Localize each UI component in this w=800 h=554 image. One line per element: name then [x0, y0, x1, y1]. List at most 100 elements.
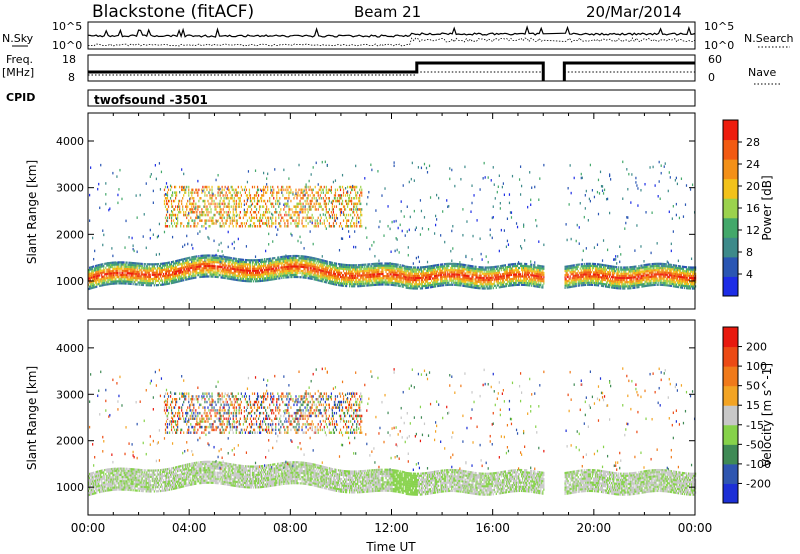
power-cell — [271, 189, 272, 192]
power-cell — [300, 203, 301, 206]
power-cell — [156, 253, 157, 256]
power-cell — [286, 214, 287, 217]
power-cell — [395, 269, 396, 271]
power-cell — [213, 240, 214, 243]
power-cell — [225, 194, 226, 197]
power-cell — [259, 272, 260, 274]
power-cell — [237, 222, 238, 225]
power-cell — [308, 267, 309, 269]
power-cell — [314, 194, 315, 197]
power-cell — [135, 281, 136, 283]
power-cell — [239, 273, 240, 275]
power-cell — [345, 208, 346, 211]
power-cell — [342, 203, 343, 206]
power-cell — [235, 264, 236, 266]
power-cell — [175, 197, 176, 200]
power-cell — [315, 219, 316, 222]
power-cell — [266, 191, 267, 194]
power-cell — [318, 183, 319, 186]
power-cell — [207, 208, 208, 211]
power-cell — [452, 225, 453, 228]
power-cell — [290, 191, 291, 194]
power-cell — [360, 211, 361, 214]
power-cell — [332, 262, 333, 264]
power-cell — [199, 230, 200, 233]
power-cell — [167, 264, 168, 266]
power-cell — [169, 200, 170, 203]
power-cell — [165, 222, 166, 225]
power-cell — [459, 274, 460, 276]
power-cell — [368, 191, 369, 194]
power-cell — [201, 219, 202, 222]
power-cell — [251, 280, 252, 282]
power-cell — [146, 278, 147, 280]
power-cell — [259, 263, 260, 265]
power-cell — [354, 285, 355, 287]
power-cell — [170, 276, 171, 278]
power-cell — [214, 194, 215, 197]
power-cell — [188, 272, 189, 274]
power-cell — [301, 189, 302, 192]
power-cell — [375, 209, 376, 212]
power-cell — [212, 219, 213, 222]
power-cell — [418, 266, 419, 268]
power-cell — [167, 210, 168, 213]
power-cell — [96, 286, 97, 288]
power-cell — [212, 203, 213, 206]
power-cell — [145, 263, 146, 265]
power-cell — [298, 259, 299, 261]
power-cell — [137, 269, 138, 271]
power-cell — [220, 200, 221, 203]
power-cell — [311, 273, 312, 275]
power-cell — [210, 211, 211, 214]
power-cell — [164, 203, 165, 206]
power-cell — [229, 208, 230, 211]
power-cell — [419, 271, 420, 273]
power-cell — [302, 197, 303, 200]
power-cell — [262, 217, 263, 220]
power-cell — [264, 189, 265, 192]
power-cell — [240, 275, 241, 277]
power-cell — [354, 230, 355, 233]
power-cell — [451, 277, 452, 279]
power-cell — [409, 229, 410, 232]
power-cell — [311, 203, 312, 206]
power-cell — [397, 266, 398, 268]
power-cell — [411, 178, 412, 181]
power-cell — [198, 200, 199, 203]
power-cell — [198, 274, 199, 276]
power-cell — [302, 211, 303, 214]
power-cell — [341, 208, 342, 211]
power-cell — [306, 183, 307, 186]
power-cell — [266, 260, 267, 262]
power-cell — [347, 283, 348, 285]
power-cell — [336, 205, 337, 208]
power-cell — [381, 262, 382, 264]
power-cell — [308, 222, 309, 225]
power-cell — [196, 189, 197, 192]
power-cell — [172, 205, 173, 208]
power-cell — [394, 276, 395, 278]
power-cell — [230, 219, 231, 222]
power-cell — [228, 267, 229, 269]
power-cell — [338, 276, 339, 278]
power-cell — [437, 277, 438, 279]
power-cell — [303, 247, 304, 250]
power-cell — [352, 189, 353, 192]
power-cell — [295, 219, 296, 222]
power-cell — [318, 191, 319, 194]
power-cell — [223, 222, 224, 225]
power-cell — [238, 186, 239, 189]
power-cell — [401, 279, 402, 281]
power-cell — [275, 226, 276, 229]
power-cell — [269, 197, 270, 200]
power-cell — [229, 203, 230, 206]
power-cell — [225, 262, 226, 264]
power-cell — [297, 191, 298, 194]
power-cell — [230, 222, 231, 225]
power-cell — [272, 186, 273, 189]
power-cell — [335, 191, 336, 194]
power-cell — [199, 268, 200, 270]
power-cell — [237, 219, 238, 222]
power-cell — [233, 225, 234, 228]
